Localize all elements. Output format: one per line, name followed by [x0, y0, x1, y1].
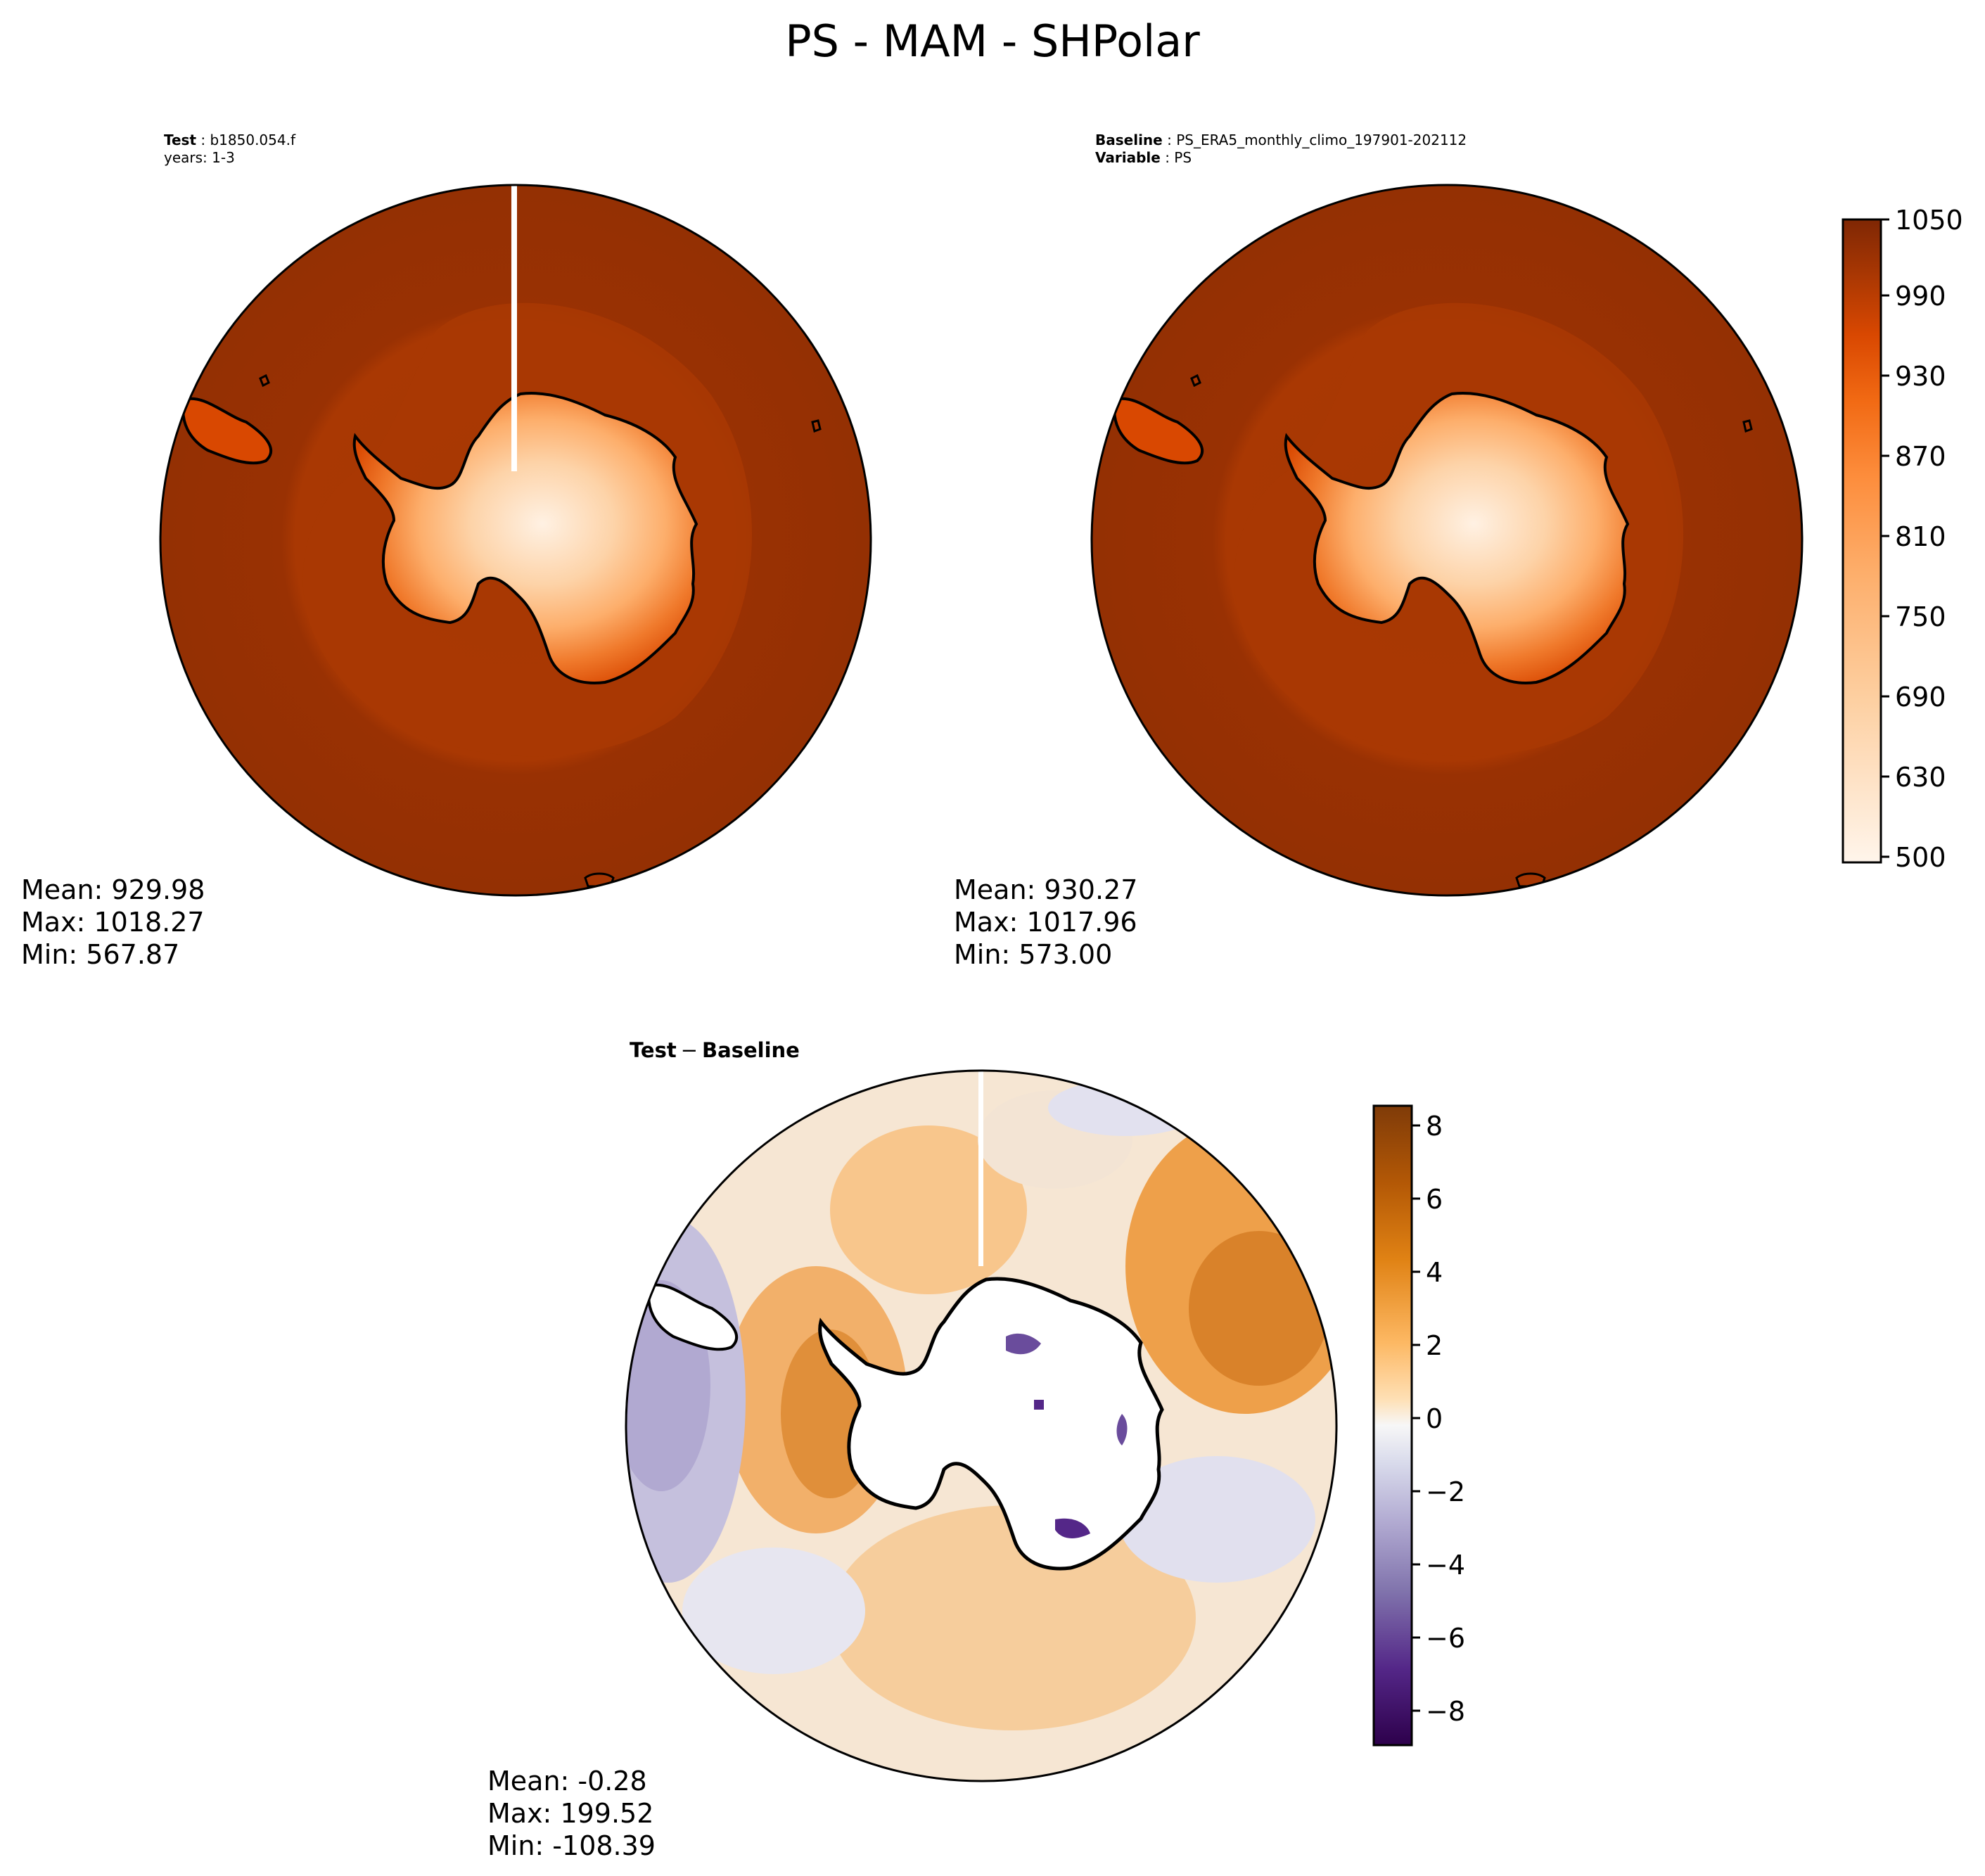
colorbar-bottom-tick-label: −4 [1426, 1550, 1465, 1581]
baseline-map-boundary [1090, 184, 1804, 897]
figure-title: PS - MAM - SHPolar [785, 15, 1200, 67]
colorbar-top-tick-label: 630 [1895, 762, 1946, 793]
colorbar-bottom-tick-label: −6 [1426, 1623, 1465, 1654]
colorbar-top-tick-label: 870 [1895, 441, 1946, 472]
colorbar-top-tick-label: 500 [1895, 842, 1946, 873]
colorbar-top-tick-label: 750 [1895, 601, 1946, 632]
diff-title: Test − Baseline [630, 1038, 800, 1062]
antarctica-baseline [1284, 392, 1630, 684]
baseline-variable: Variable : PS [1095, 149, 1192, 166]
test-map [160, 185, 871, 895]
test-map-boundary [159, 184, 872, 897]
colorbar-top-tick-label: 1050 [1895, 205, 1963, 236]
test-label-sep: : [196, 132, 210, 148]
colorbar-bottom: 8 6 4 2 0 −2 −4 −6 −8 [1372, 1104, 1465, 1747]
diff-stat-max: Max: 199.52 [487, 1798, 653, 1829]
diff-stat-mean: Mean: -0.28 [487, 1766, 647, 1797]
colorbar-top-tick-label: 810 [1895, 521, 1946, 552]
diff-map-boundary [625, 1069, 1338, 1782]
baseline-dataset-name: PS_ERA5_monthly_climo_197901-202112 [1176, 132, 1467, 148]
test-label-key: Test [164, 132, 196, 148]
diff-title-op: − [681, 1038, 698, 1062]
colorbar-bottom-tick-label: 2 [1426, 1330, 1443, 1361]
baseline-panel: Baseline : PS_ERA5_monthly_climo_197901-… [954, 132, 1804, 970]
colorbar-bottom-tick-label: 6 [1426, 1184, 1443, 1215]
colorbar-top-tick-label: 930 [1895, 361, 1946, 392]
test-stat-min: Min: 567.87 [21, 939, 179, 970]
diff-title-baseline: Baseline [702, 1038, 800, 1062]
test-panel: Test : b1850.054.f years: 1-3 Mean: 929.… [21, 132, 872, 970]
colorbar-top: 500 630 690 750 810 870 930 990 1050 [1842, 205, 1963, 873]
colorbar-bottom-tick-label: 8 [1426, 1111, 1443, 1142]
baseline-stat-mean: Mean: 930.27 [954, 874, 1137, 905]
baseline-variable-value: PS [1174, 149, 1192, 166]
test-stat-max: Max: 1018.27 [21, 907, 205, 938]
baseline-map [1092, 185, 1802, 895]
baseline-stat-min: Min: 573.00 [954, 939, 1112, 970]
diff-map [626, 1071, 1336, 1781]
colorbar-bottom-tick-label: −8 [1426, 1696, 1465, 1727]
baseline-variable-sep: : [1161, 149, 1174, 166]
colorbar-top-bar [1842, 218, 1882, 864]
baseline-label: Baseline : PS_ERA5_monthly_climo_197901-… [1095, 132, 1467, 148]
colorbar-bottom-tick-label: 4 [1426, 1257, 1443, 1288]
test-label: Test : b1850.054.f [164, 132, 296, 148]
colorbar-bottom-bar [1372, 1104, 1413, 1747]
baseline-variable-key: Variable [1095, 149, 1161, 166]
baseline-stat-max: Max: 1017.96 [954, 907, 1137, 938]
colorbar-bottom-tick-label: 0 [1426, 1403, 1443, 1434]
colorbar-top-ticks: 500 630 690 750 810 870 930 990 1050 [1881, 205, 1963, 873]
colorbar-top-tick-label: 690 [1895, 682, 1946, 713]
colorbar-bottom-tick-label: −2 [1426, 1476, 1465, 1507]
antarctica-diff [818, 1277, 1164, 1571]
colorbar-top-tick-label: 990 [1895, 281, 1946, 312]
test-years: years: 1-3 [164, 149, 235, 166]
test-stat-mean: Mean: 929.98 [21, 874, 205, 905]
diff-stat-min: Min: -108.39 [487, 1830, 656, 1861]
diff-title-test: Test [630, 1038, 677, 1062]
test-case-name: b1850.054.f [210, 132, 295, 148]
antarctica-test [352, 392, 698, 684]
colorbar-bottom-ticks: 8 6 4 2 0 −2 −4 −6 −8 [1412, 1111, 1465, 1727]
diff-panel: Test − Baseline [487, 1038, 1338, 1861]
baseline-label-sep: : [1163, 132, 1176, 148]
baseline-label-key: Baseline [1095, 132, 1163, 148]
